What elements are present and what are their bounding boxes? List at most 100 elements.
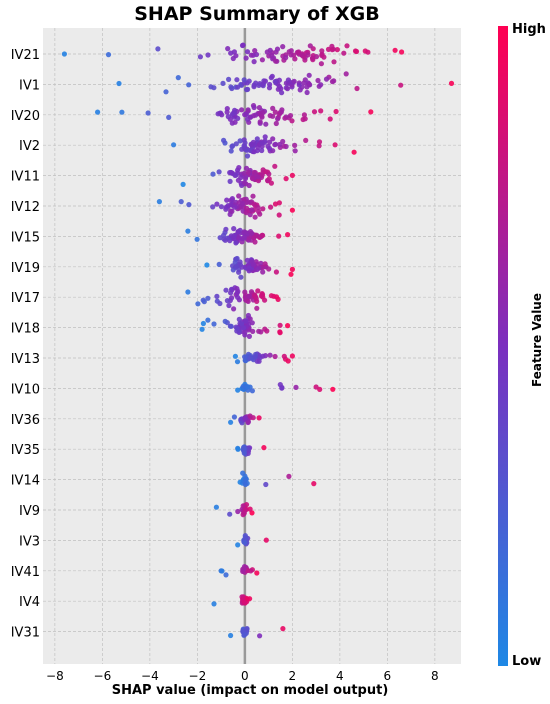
shap-point [245,86,251,92]
shap-point [256,415,262,421]
shap-point [263,121,269,127]
shap-point [315,77,321,84]
shap-point [251,59,257,65]
shap-point [344,43,350,49]
shap-point [277,141,283,148]
shap-point [270,113,276,119]
shap-point [285,77,291,83]
shap-point [242,175,249,182]
shap-point [242,415,248,421]
shap-point [282,115,288,121]
shap-point [278,86,284,92]
shap-point [259,57,265,63]
x-tick-label: 0 [241,669,249,683]
shap-point [236,193,242,199]
shap-point [178,199,184,205]
shap-point [316,143,322,149]
shap-point [263,537,269,543]
shap-point [244,153,251,159]
feature-label: IV12 [11,200,40,215]
shap-point [258,293,264,299]
shap-point [241,445,247,452]
shap-point [197,54,203,60]
colorbar-high-label: High [512,22,546,37]
shap-point [255,144,261,150]
shap-point [261,445,267,451]
shap-point [259,140,265,146]
colorbar-low-label: Low [512,654,541,669]
shap-point [365,49,371,55]
shap-point [238,175,244,181]
shap-point [285,358,291,364]
shap-point [234,325,240,331]
shap-point [275,116,281,122]
shap-point [251,262,257,268]
shap-point [225,46,231,52]
shap-point [267,352,273,358]
shap-point [254,570,260,576]
shap-point [229,208,235,214]
shap-point [186,202,192,208]
shap-point [243,55,249,61]
shap-point [276,233,282,239]
shap-point [244,257,250,263]
shap-point [273,120,279,127]
shap-point [297,87,303,93]
shap-point [249,175,255,181]
shap-point [236,165,242,171]
shap-point [233,240,239,246]
shap-point [313,54,320,60]
shap-point [229,196,235,202]
shap-point [251,104,257,111]
shap-point [249,230,255,236]
shap-point [255,288,261,294]
shap-point [250,193,256,199]
shap-point [245,169,251,175]
shap-point [343,71,349,77]
shap-point [259,113,265,119]
feature-label: IV13 [11,352,40,367]
shap-point [263,169,269,175]
shap-point [260,353,266,359]
shap-point [268,293,274,299]
shap-point [251,201,257,207]
shap-point [241,325,247,331]
shap-point [95,109,101,115]
shap-point [276,212,282,218]
shap-point [219,568,225,574]
shap-point [241,77,247,83]
shap-point [398,82,404,88]
shap-point [227,178,233,184]
shap-point [249,320,255,326]
shap-point [309,55,316,61]
shap-point [224,298,230,304]
shap-point [244,49,251,55]
shap-point [321,54,327,60]
shap-point [272,79,278,85]
shap-point [292,142,298,148]
shap-point [272,109,278,115]
shap-point [221,236,227,242]
shap-point [223,226,229,232]
x-tick-label: 4 [336,669,344,683]
shap-point [246,182,252,189]
shap-point [316,139,323,145]
shap-point [296,49,302,55]
shap-point [279,385,285,391]
shap-point [292,148,298,154]
shap-point [241,180,248,186]
shap-point [246,293,252,299]
shap-point [257,633,263,639]
shap-point [237,138,243,144]
shap-point [311,481,317,487]
feature-labels: IV21 IV1 IV20 IV2 IV11 IV12 IV15 IV19 IV17 IV18 IV… [11,48,40,641]
shap-point [254,136,260,142]
shap-point [292,56,298,62]
shap-point [223,572,229,578]
feature-label: IV3 [19,534,40,549]
shap-point [239,321,245,327]
shap-point [241,229,247,235]
shap-point [231,204,238,210]
shap-point [287,113,294,119]
shap-point [254,305,260,311]
